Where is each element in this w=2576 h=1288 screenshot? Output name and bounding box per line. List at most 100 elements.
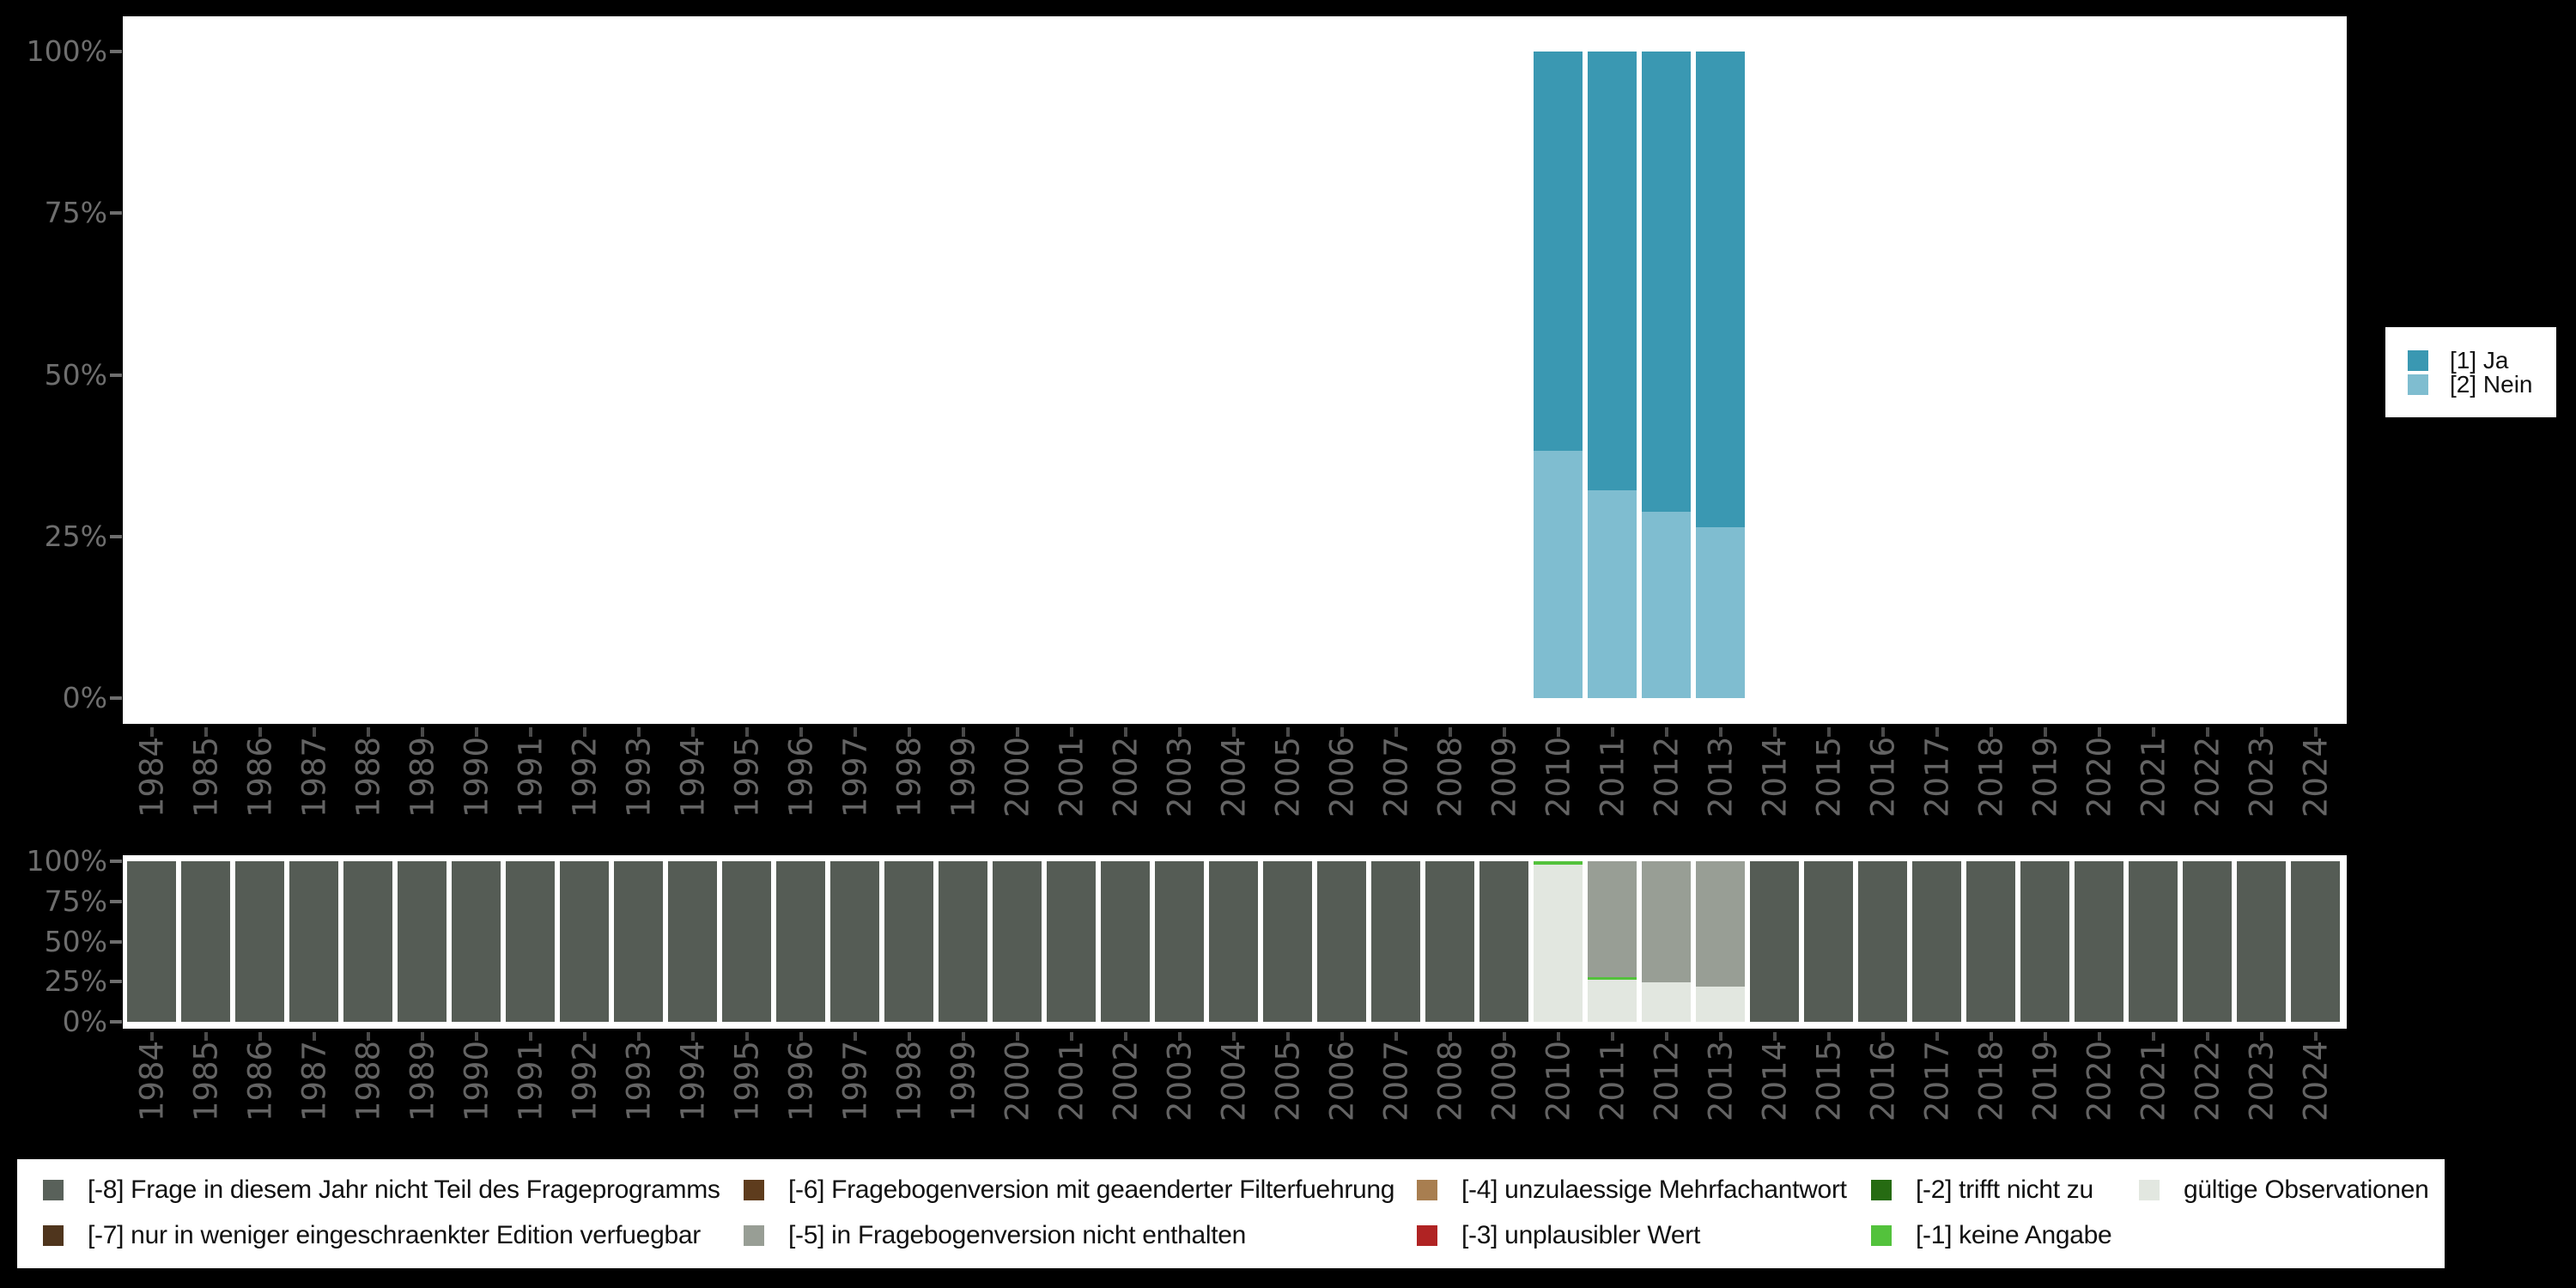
x-axis-tick [1285,727,1290,737]
x-axis-tick [258,1032,262,1041]
x-axis-year-label: 1999 [945,1040,981,1122]
x-axis-year-label: 1997 [836,1040,873,1122]
x-axis-tick [1502,1032,1506,1041]
x-axis-year-label: 1995 [728,1040,765,1122]
x-axis-year-label: 1991 [512,1040,549,1122]
x-axis-tick [961,727,965,737]
legend-swatch [744,1225,764,1246]
x-axis-tick [1556,727,1560,737]
x-axis-year-label: 1993 [620,1040,657,1122]
x-axis-tick [366,727,370,737]
x-axis-year-label: 2022 [2189,1040,2226,1122]
x-axis-tick [1448,727,1452,737]
legend-label: [2] Nein [2450,371,2533,398]
x-axis-tick [1556,1032,1560,1041]
x-axis-year-label: 2003 [1161,1040,1198,1122]
x-axis-tick [312,727,316,737]
y-axis-tick [110,211,122,216]
x-axis-tick [1177,1032,1182,1041]
legend-swatch [2408,374,2428,395]
x-axis-year-label: 2019 [2026,736,2063,818]
x-axis-tick [1610,1032,1614,1041]
x-axis-year-label: 1999 [945,736,981,818]
x-axis-year-label: 1996 [782,1040,819,1122]
x-axis-tick [636,727,641,737]
y-axis-tick [110,373,122,377]
x-axis-year-label: 2018 [1972,736,2009,818]
x-axis-year-label: 2012 [1648,1040,1685,1122]
x-axis-year-label: 2004 [1215,1040,1252,1122]
x-axis-tick [799,727,803,737]
legend-swatch [1417,1180,1437,1200]
legend-swatch [1871,1180,1892,1200]
legend-swatch [43,1225,64,1246]
x-axis-year-label: 2009 [1485,736,1522,818]
x-axis-tick [744,727,749,737]
x-axis-tick [1448,1032,1452,1041]
x-axis-year-label: 1998 [890,736,927,818]
legend-item: [-4] unzulaessige Mehrfachantwort [1417,1176,1847,1204]
y-axis-tick-label: 50% [44,924,107,958]
x-axis-tick [2043,1032,2047,1041]
x-axis-year-label: 1991 [512,736,549,818]
x-axis-tick [474,1032,478,1041]
x-axis-year-label: 2005 [1269,1040,1306,1122]
x-axis-year-label: 2019 [2026,1040,2063,1122]
x-axis-year-label: 2012 [1648,736,1685,818]
x-axis-year-label: 2015 [1810,736,1847,818]
x-axis-tick [690,727,695,737]
legend-item: [-8] Frage in diesem Jahr nicht Teil des… [43,1176,720,1204]
x-axis-tick [1826,727,1831,737]
y-axis-tick [110,939,122,944]
missing-codes-legend: [-8] Frage in diesem Jahr nicht Teil des… [17,1159,2445,1268]
x-axis-year-label: 1996 [782,736,819,818]
x-axis-tick [1177,727,1182,737]
x-axis-year-label: 2016 [1864,736,1901,818]
x-axis-tick [420,727,424,737]
x-axis-tick [420,1032,424,1041]
x-axis-tick [1989,727,1993,737]
x-axis-year-label: 2007 [1377,736,1414,818]
x-axis-year-label: 2002 [1107,736,1144,818]
x-axis-tick [2043,727,2047,737]
y-axis-tick [110,1020,122,1024]
x-axis-tick [149,727,154,737]
x-axis-tick [312,1032,316,1041]
x-axis-tick [799,1032,803,1041]
x-axis-tick [2151,727,2155,737]
x-axis-year-label: 2024 [2297,1040,2334,1122]
x-axis-year-label: 2008 [1431,1040,1468,1122]
x-axis-tick [1394,1032,1398,1041]
x-axis-tick [204,727,208,737]
x-axis-tick [528,727,532,737]
x-axis-tick [907,727,911,737]
legend-item: [-2] trifft nicht zu [1871,1176,2093,1204]
x-axis-tick [1664,727,1668,737]
x-axis-year-label: 1998 [890,1040,927,1122]
x-axis-tick [2151,1032,2155,1041]
x-axis-tick [528,1032,532,1041]
x-axis-year-label: 1994 [674,736,711,818]
x-axis-year-label: 2023 [2243,736,2280,818]
legend-label: [-1] keine Angabe [1916,1221,2112,1249]
x-axis-tick [744,1032,749,1041]
x-axis-tick [1502,727,1506,737]
x-axis-year-label: 2000 [999,736,1036,818]
x-axis-year-label: 1989 [404,736,440,818]
x-axis-tick [1880,1032,1885,1041]
x-axis-year-label: 1988 [349,736,386,818]
x-axis-year-label: 2000 [999,1040,1036,1122]
x-axis-tick [907,1032,911,1041]
x-axis-tick [1340,727,1344,737]
x-axis-tick [582,1032,586,1041]
x-axis-year-label: 2015 [1810,1040,1847,1122]
y-axis-tick-label: 100% [26,844,107,878]
x-axis-tick [1069,1032,1073,1041]
x-axis-year-label: 2005 [1269,736,1306,818]
x-axis-year-label: 1993 [620,736,657,818]
x-axis-tick [2313,727,2318,737]
x-axis-tick [636,1032,641,1041]
answers-chart-panel [123,16,2347,724]
x-axis-year-label: 2010 [1540,1040,1577,1122]
x-axis-year-label: 2016 [1864,1040,1901,1122]
